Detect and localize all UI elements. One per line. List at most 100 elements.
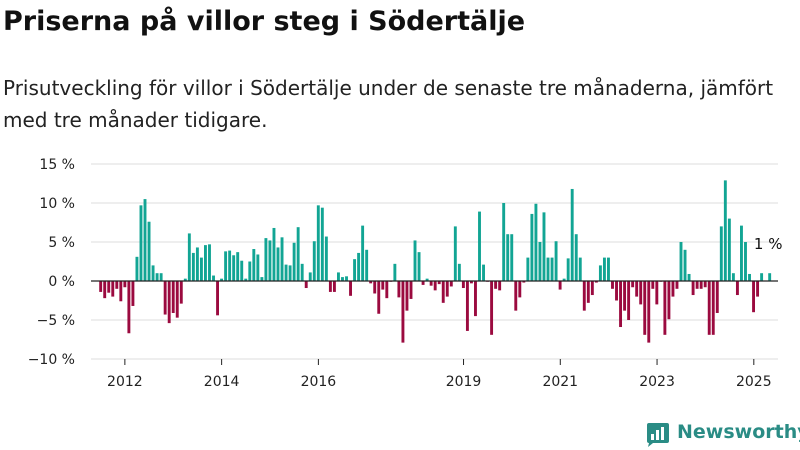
data-bar <box>191 252 195 281</box>
data-bar <box>647 281 651 343</box>
data-bar <box>208 244 211 281</box>
data-bar <box>171 281 175 313</box>
data-bar <box>514 281 518 311</box>
data-bar <box>107 281 111 293</box>
data-bar <box>498 281 502 291</box>
data-bar <box>474 281 477 317</box>
data-bar <box>748 273 751 281</box>
data-bar <box>655 281 659 305</box>
data-bar <box>216 281 219 316</box>
data-bar <box>534 203 538 281</box>
data-bar <box>413 240 417 281</box>
data-bar <box>187 233 191 281</box>
y-tick-label: 5 % <box>48 235 75 251</box>
brand-name: Newsworthy <box>677 421 800 443</box>
data-bar <box>212 275 215 281</box>
data-bar <box>272 227 276 281</box>
data-bar <box>284 264 288 281</box>
data-bar <box>369 281 373 284</box>
data-bar <box>336 272 340 281</box>
data-bar <box>220 278 224 281</box>
data-bar <box>490 281 494 335</box>
data-bar <box>304 281 308 289</box>
data-bar <box>433 281 437 291</box>
data-bar <box>586 281 590 303</box>
data-bar <box>727 218 731 281</box>
data-bar <box>308 272 312 281</box>
data-bar <box>502 203 506 281</box>
data-bar <box>679 242 683 281</box>
data-bar <box>260 277 264 281</box>
data-bar <box>373 281 377 294</box>
data-bar <box>731 273 735 281</box>
data-bar <box>147 221 151 281</box>
data-bar <box>530 213 534 281</box>
y-tick-label: −5 % <box>37 313 75 329</box>
data-bar <box>204 245 207 281</box>
data-bar <box>695 281 699 289</box>
latest-value-annotation: 1 % <box>754 235 783 253</box>
data-bar <box>719 226 723 281</box>
data-bar <box>461 281 465 289</box>
data-bar <box>429 281 433 286</box>
data-bar <box>195 247 199 281</box>
data-bar <box>744 242 747 281</box>
data-bar <box>740 225 743 281</box>
data-bar <box>288 265 292 281</box>
data-bar <box>244 278 248 281</box>
data-bar <box>699 281 703 289</box>
data-bar <box>735 281 739 296</box>
data-bar <box>602 257 606 281</box>
data-bar <box>465 281 469 331</box>
data-bar <box>248 261 252 281</box>
x-tick-label: 2023 <box>639 374 675 390</box>
data-bar <box>554 241 558 281</box>
data-bar <box>155 273 159 281</box>
data-bar <box>405 281 409 311</box>
data-bar <box>574 234 578 281</box>
data-bar <box>449 281 453 287</box>
data-bar <box>675 281 679 289</box>
data-bar <box>437 281 441 285</box>
x-tick-label: 2014 <box>204 374 240 390</box>
data-bar <box>119 281 123 302</box>
x-tick-label: 2016 <box>301 374 337 390</box>
data-bar <box>409 281 413 299</box>
x-tick-label: 2012 <box>107 374 143 390</box>
data-bar <box>526 257 530 281</box>
data-bar <box>320 207 324 281</box>
data-bar <box>163 281 167 315</box>
x-tick-label: 2019 <box>446 374 482 390</box>
data-bar <box>756 281 760 297</box>
data-bar <box>478 211 481 281</box>
data-bar <box>691 281 695 296</box>
data-bar <box>506 234 510 281</box>
data-bar <box>707 281 711 335</box>
data-bar <box>199 257 203 281</box>
data-bar <box>570 188 574 281</box>
data-bar <box>324 236 328 281</box>
data-bar <box>159 273 163 281</box>
x-tick-label: 2021 <box>542 374 578 390</box>
data-bar <box>401 281 405 343</box>
data-bar <box>683 249 687 281</box>
data-bar <box>357 252 361 281</box>
data-bar <box>417 252 421 281</box>
data-bar <box>425 278 429 281</box>
data-bar <box>578 257 582 281</box>
data-bar <box>627 281 631 320</box>
data-bar <box>236 252 240 281</box>
data-bar <box>240 260 244 281</box>
data-bar <box>453 226 457 281</box>
data-bar <box>115 281 119 289</box>
data-bar <box>494 281 498 289</box>
chart-title: Priserna på villor steg i Södertälje <box>3 6 526 37</box>
data-bar <box>611 281 614 289</box>
data-bar <box>280 237 284 281</box>
data-bar <box>135 256 139 281</box>
data-bar <box>711 281 715 335</box>
data-bar <box>365 249 369 281</box>
data-bar <box>469 281 473 284</box>
data-bar <box>151 265 155 281</box>
